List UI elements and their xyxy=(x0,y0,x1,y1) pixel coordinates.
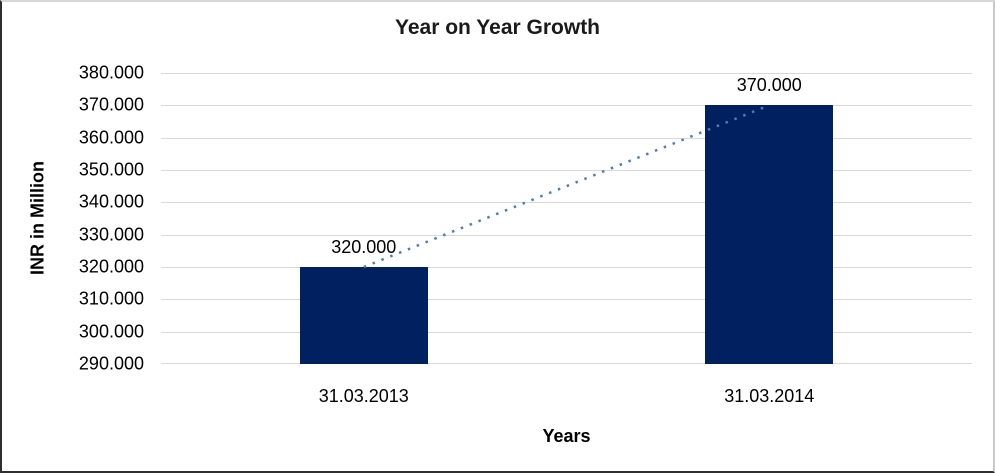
y-tick-label: 340.000 xyxy=(78,191,144,212)
gridline xyxy=(161,137,972,139)
y-tick-label: 310.000 xyxy=(78,288,144,309)
bar-value-label: 370.000 xyxy=(736,75,802,96)
bar xyxy=(705,105,834,364)
y-tick-label: 320.000 xyxy=(78,256,144,277)
x-axis-title: Years xyxy=(542,426,591,446)
y-tick-label: 370.000 xyxy=(78,94,144,115)
y-tick-label: 350.000 xyxy=(78,159,144,180)
y-tick-label: 360.000 xyxy=(78,127,144,148)
trendline-svg xyxy=(363,104,770,269)
gridline xyxy=(161,202,972,204)
bar-value-label: 320.000 xyxy=(331,237,397,257)
gridline xyxy=(161,299,972,301)
gridline xyxy=(161,170,972,171)
x-tick-label: 31.03.2014 xyxy=(724,386,815,406)
plot-area: 320.000 370.000 xyxy=(161,73,972,364)
gridline xyxy=(161,105,972,107)
gridline xyxy=(161,331,972,333)
gridline xyxy=(161,363,972,364)
gridline xyxy=(161,73,972,74)
gridline xyxy=(161,234,972,236)
y-tick-label: 330.000 xyxy=(78,224,144,245)
gridline xyxy=(161,267,972,268)
x-tick-label: 31.03.2013 xyxy=(318,386,409,406)
x-axis-ticks: 31.03.2013 31.03.2014 xyxy=(161,386,972,408)
y-tick-label: 290.000 xyxy=(78,353,144,374)
chart-title: Year on Year Growth xyxy=(394,16,601,39)
y-tick-label: 380.000 xyxy=(78,62,144,83)
y-axis-ticks: 380.000 370.000 360.000 350.000 340.000 330.0… xyxy=(2,63,148,374)
bar xyxy=(299,267,428,364)
y-tick-label: 300.000 xyxy=(78,321,144,342)
